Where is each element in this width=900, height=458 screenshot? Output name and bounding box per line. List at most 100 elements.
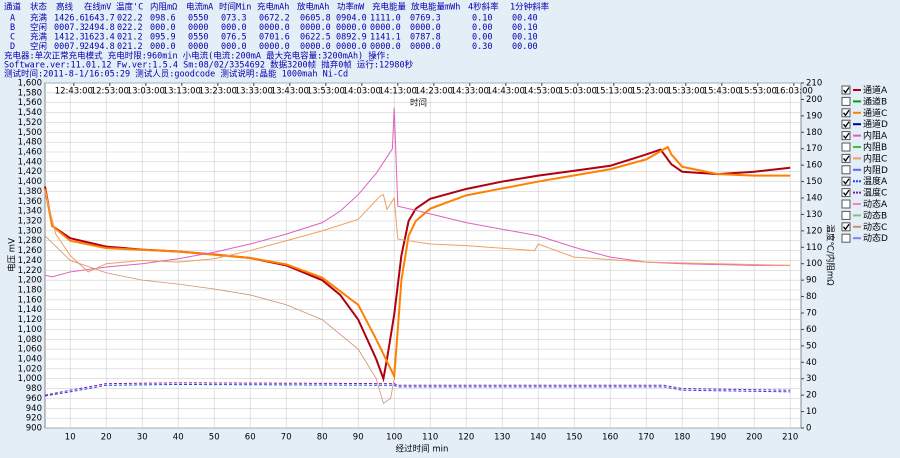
y-tick-label: 1,020 — [18, 364, 42, 374]
legend-label: 动态B — [863, 209, 887, 221]
row-cell: 空闲 — [30, 41, 47, 52]
row-cell: 1643.7 — [84, 14, 115, 24]
x-tick-label: 210 — [782, 433, 798, 443]
row-cell: 0.30 — [472, 42, 492, 52]
row-cell: 2494.8 — [84, 42, 115, 52]
legend-checkbox[interactable] — [841, 153, 851, 163]
header-cell: 4秒斜率 — [468, 2, 499, 13]
row-cell: D — [10, 42, 15, 52]
legend-checkbox[interactable] — [841, 131, 851, 141]
row-cell: 00.10 — [512, 23, 538, 33]
y-tick-label: 1,200 — [18, 276, 42, 286]
row-cell: 0.00 — [472, 33, 492, 43]
legend-checkbox[interactable] — [841, 176, 851, 186]
y2-tick-label: 70 — [806, 309, 817, 319]
legend-checkbox[interactable] — [841, 85, 851, 95]
row-cell: 000.0 — [221, 42, 247, 52]
info-line: 充电器:单次正常充电模式 充电时限:960min 小电流(电流:200mA 最大… — [4, 51, 390, 62]
x-tick-label: 150 — [566, 433, 582, 443]
row-cell: 0000 — [188, 42, 208, 52]
row-cell: 0000.0 — [259, 23, 290, 33]
legend-checkbox[interactable] — [841, 108, 851, 118]
row-cell: 1623.4 — [84, 33, 115, 43]
row-cell: 076.5 — [221, 33, 247, 43]
legend-checkbox[interactable] — [841, 222, 851, 232]
x2-tick-label: 13:53:00 — [307, 87, 345, 97]
row-cell: 0769.3 — [410, 14, 441, 24]
x-tick-label: 190 — [710, 433, 726, 443]
x2-tick-label: 15:03:00 — [559, 87, 597, 97]
row-cell: 0550 — [188, 33, 208, 43]
y-tick-label: 900 — [26, 424, 42, 434]
header-cell: 内阻mΩ — [150, 2, 177, 13]
legend-checkbox[interactable] — [841, 233, 851, 243]
plot-area — [44, 82, 802, 429]
row-cell: 0000.0 — [370, 23, 401, 33]
row-cell: 0000.0 — [410, 42, 441, 52]
x-tick-label: 50 — [209, 433, 220, 443]
row-cell: 00.40 — [512, 14, 538, 24]
row-cell: 000.0 — [221, 23, 247, 33]
legend-checkbox[interactable] — [841, 142, 851, 152]
y2-tick-label: 90 — [806, 276, 817, 286]
legend-label: 温度C — [863, 187, 887, 199]
y2-tick-label: 160 — [806, 161, 822, 171]
row-cell: 0672.2 — [259, 14, 290, 24]
x-tick-label: 110 — [422, 433, 438, 443]
x-tick-label: 60 — [245, 433, 256, 443]
x2-tick-label: 14:13:00 — [379, 87, 417, 97]
x-tick-label: 120 — [458, 433, 474, 443]
header-cell: 通道 — [4, 2, 22, 13]
x-tick-label: 160 — [602, 433, 618, 443]
y-tick-label: 1,360 — [18, 197, 42, 207]
row-cell: 空闲 — [30, 22, 47, 33]
x-tick-label: 100 — [386, 433, 402, 443]
y2-axis-label: 温度℃/内阻mΩ — [825, 224, 836, 286]
y-tick-label: 1,280 — [18, 236, 42, 246]
y-tick-label: 1,420 — [18, 167, 42, 177]
legend-checkbox[interactable] — [841, 199, 851, 209]
y2-tick-label: 210 — [806, 79, 822, 89]
y2-tick-label: 190 — [806, 111, 822, 121]
x2-tick-label: 14:53:00 — [523, 87, 561, 97]
legend-checkbox[interactable] — [841, 96, 851, 106]
header-cell: 放电mAh — [297, 2, 329, 13]
legend-label: 通道D — [863, 118, 888, 130]
x2-tick-label: 14:23:00 — [415, 87, 453, 97]
x2-tick-label: 14:03:00 — [343, 87, 381, 97]
legend-check — [842, 109, 850, 117]
row-cell: 000.0 — [150, 23, 176, 33]
y2-tick-label: 60 — [806, 325, 817, 335]
x2-tick-label: 15:33:00 — [667, 87, 705, 97]
y-tick-label: 1,260 — [18, 246, 42, 256]
y-tick-label: 1,300 — [18, 226, 42, 236]
row-cell: 1412.3 — [54, 33, 85, 43]
x2-tick-label: 13:03:00 — [127, 87, 165, 97]
y-tick-label: 920 — [26, 414, 42, 424]
series-line — [44, 235, 395, 404]
row-cell: 充满 — [30, 13, 48, 24]
x2-tick-label: 14:43:00 — [487, 87, 525, 97]
y-tick-label: 1,380 — [18, 187, 42, 197]
header-cell: 充电能量 — [372, 2, 407, 13]
x2-tick-label: 15:43:00 — [703, 87, 741, 97]
legend-checkbox[interactable] — [841, 165, 851, 175]
legend-label: 通道B — [863, 95, 887, 107]
series-line — [44, 107, 791, 278]
legend-label: 内阻D — [863, 164, 888, 176]
row-cell: 095.9 — [150, 33, 176, 43]
y2-tick-label: 100 — [806, 259, 822, 269]
legend-checkbox[interactable] — [841, 188, 851, 198]
header-cell: 1分钟斜率 — [510, 2, 550, 13]
x-tick-label: 130 — [494, 433, 510, 443]
legend-checkbox[interactable] — [841, 210, 851, 220]
row-cell: 0787.8 — [410, 33, 441, 43]
legend-label: 通道A — [863, 84, 888, 96]
row-cell: 00.10 — [512, 33, 538, 43]
series-line — [44, 383, 791, 397]
x-tick-label: 200 — [746, 433, 762, 443]
legend-checkbox[interactable] — [841, 119, 851, 129]
x2-tick-label: 12:43:00 — [55, 87, 93, 97]
row-cell: 021.2 — [117, 33, 143, 43]
row-cell: 充满 — [30, 32, 48, 43]
